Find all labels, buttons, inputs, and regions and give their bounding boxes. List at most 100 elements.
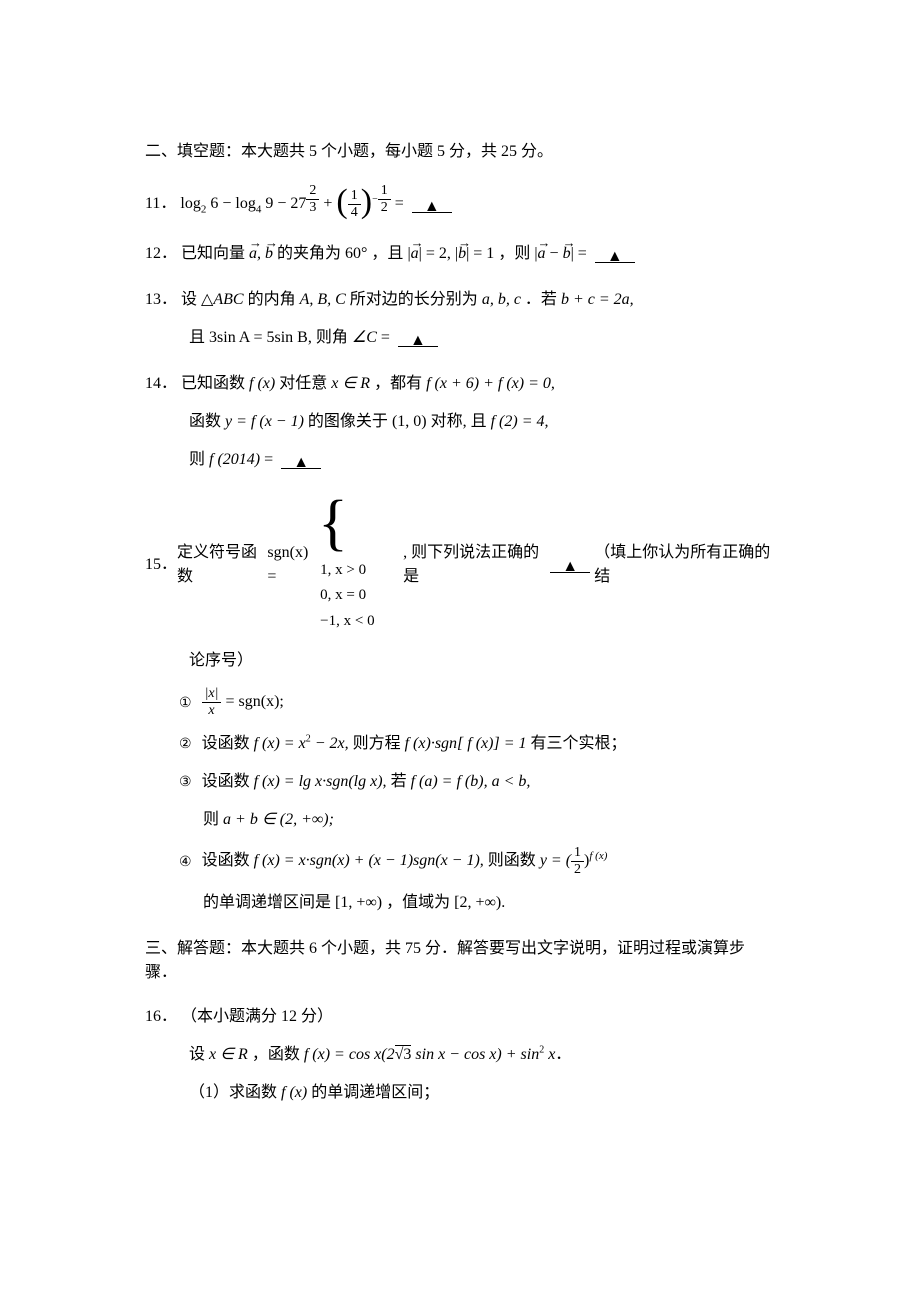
p15-s4-y: y = ( xyxy=(540,853,571,870)
p14-l22: 的图像关于 xyxy=(308,413,392,430)
p16-fx2: sin x − cos x) + sin xyxy=(411,1046,539,1063)
p15-s4-t2: 则函数 xyxy=(488,853,540,870)
p11-blank: ▲ xyxy=(412,196,452,213)
p11-27: 27 xyxy=(290,195,306,212)
p11-quarter: 14 xyxy=(348,189,361,220)
p13-l2p: 且 xyxy=(189,329,209,346)
p14-num: 14． xyxy=(145,375,177,392)
p15-s3-l21: 则 xyxy=(203,811,223,828)
p15-r1: 1, x > 0 xyxy=(320,559,374,582)
p16-num: 16． xyxy=(145,1008,177,1025)
p13-t2: 的内角 xyxy=(248,291,300,308)
problem-16: 16． （本小题满分 12 分） 设 x ∈ R ，函数 f (x) = cos… xyxy=(145,1005,775,1105)
p11-m2: − xyxy=(277,195,290,212)
p12-then: ，则 xyxy=(498,245,534,262)
p11-two-thirds: 23 xyxy=(306,184,319,215)
p15-s3-t1: 设函数 xyxy=(202,773,254,790)
p15-s4-hn: 1 xyxy=(571,846,584,862)
p15-s4-l21: 的单调递增区间是 xyxy=(203,894,335,911)
p15-s4-int: [1, +∞) xyxy=(335,894,382,911)
p12-num: 12． xyxy=(145,245,177,262)
p15-r3: −1, x < 0 xyxy=(320,610,374,633)
p15-t2: , 则下列说法正确的是 xyxy=(403,541,546,589)
p16-fx: f (x) = cos x(2 xyxy=(304,1046,395,1063)
p15-s1-frac: |x| x xyxy=(202,687,222,718)
p13-t1: 设 xyxy=(181,291,201,308)
section-3-text: 三、解答题：本大题共 6 个小题，共 75 分．解答要写出文字说明，证明过程或演… xyxy=(145,940,745,981)
p12-vec-b: →b xyxy=(265,242,273,266)
p14-yfx1: y = f (x − 1) xyxy=(225,413,304,430)
brace-icon: { xyxy=(318,492,348,554)
p13-blank: ▲ xyxy=(398,330,438,347)
p15-s3-c: ③ xyxy=(179,771,192,792)
p11-tt-d: 3 xyxy=(306,200,319,215)
p12-e2: = 2, xyxy=(426,245,455,262)
p11-9: 9 xyxy=(261,195,273,212)
p15-s1-eq: = sgn(x); xyxy=(225,694,283,711)
p11-nh-d: 2 xyxy=(378,200,391,215)
p16-l21: （1）求函数 xyxy=(189,1084,281,1101)
p14-l23: 对称, 且 xyxy=(431,413,491,430)
p12-e1: = 1 xyxy=(473,245,494,262)
p11-tt-n: 2 xyxy=(306,184,319,200)
p16-fxs: f (x) xyxy=(281,1084,307,1101)
arrow-icon: → xyxy=(411,233,419,253)
section-3-header: 三、解答题：本大题共 6 个小题，共 75 分．解答要写出文字说明，证明过程或演… xyxy=(145,937,775,985)
p13-angC: ∠C xyxy=(352,329,377,346)
p15-s4-l22: ，值域为 xyxy=(386,894,454,911)
p15-s1-c: ① xyxy=(179,692,192,713)
p15-s2-m2x: − 2x, xyxy=(311,735,349,752)
p11-log1: log xyxy=(180,195,200,212)
p11-q-d: 4 xyxy=(348,205,361,220)
p13-eq2: 3sin A = 5sin B, xyxy=(209,329,312,346)
p15-s4-exp: f (x) xyxy=(589,850,607,862)
p15-t1: 定义符号函数 xyxy=(177,541,267,589)
p16-l22: 的单调递增区间； xyxy=(311,1084,439,1101)
arrow-icon: → xyxy=(249,233,257,253)
p13-num: 13． xyxy=(145,291,177,308)
p15-t3b: 论序号） xyxy=(189,652,253,669)
p14-eq: = xyxy=(264,451,273,468)
p12-eq: = xyxy=(578,245,587,262)
p15-s2-fx: f (x) = x xyxy=(254,735,306,752)
p12-vec-a: →a xyxy=(249,242,257,266)
p12-vec-b2: →b xyxy=(458,242,466,266)
p13-ABC: ABC xyxy=(213,291,243,308)
p16-l12: ，函数 xyxy=(252,1046,304,1063)
p15-r2: 0, x = 0 xyxy=(320,584,374,607)
p16-xR: x ∈ R xyxy=(209,1046,248,1063)
p11-m1: − xyxy=(222,195,235,212)
p14-p10: (1, 0) xyxy=(392,413,427,430)
p16-fx3: x xyxy=(544,1046,555,1063)
p15-s4-c: ④ xyxy=(179,851,192,872)
p12-vec-b3: →b xyxy=(563,242,571,266)
p14-eq1: f (x + 6) + f (x) = 0, xyxy=(426,375,555,392)
p11-plus: + xyxy=(323,195,336,212)
p15-s4-half: 12 xyxy=(571,846,584,877)
p16-title: （本小题满分 12 分） xyxy=(181,1008,333,1025)
p15-s2-t3: 有三个实根； xyxy=(531,735,627,752)
p12-pre: 已知向量 xyxy=(181,245,249,262)
problem-13: 13． 设 △ABC 的内角 A, B, C 所对边的长分别为 a, b, c … xyxy=(145,288,775,350)
p15-s3-fab: f (a) = f (b), a < b, xyxy=(411,773,531,790)
p14-t1: 已知函数 xyxy=(181,375,249,392)
p14-f2014: f (2014) xyxy=(209,451,260,468)
p15-s4-t1: 设函数 xyxy=(202,853,254,870)
p15-s1d: x xyxy=(202,703,222,718)
arrow-icon: → xyxy=(265,233,273,253)
p14-t3: ，都有 xyxy=(374,375,426,392)
p16-sqrt3: √3 xyxy=(395,1045,412,1063)
p14-fx: f (x) xyxy=(249,375,275,392)
p12-vec-a3: →a xyxy=(538,242,546,266)
p14-blank: ▲ xyxy=(281,452,321,469)
problem-14: 14． 已知函数 f (x) 对任意 x ∈ R ，都有 f (x + 6) +… xyxy=(145,372,775,472)
p15-s4-rng: [2, +∞). xyxy=(454,894,505,911)
p15-s3-ab: a + b ∈ (2, +∞); xyxy=(223,811,334,828)
p12-vec-a2: →a xyxy=(411,242,419,266)
p13-eq: = xyxy=(381,329,390,346)
p13-t4: ．若 xyxy=(525,291,561,308)
p16-l11: 设 xyxy=(189,1046,209,1063)
p15-s2-eq: f (x)·sgn[ f (x)] = 1 xyxy=(405,735,527,752)
p15-s4-fx: f (x) = x·sgn(x) + (x − 1)sgn(x − 1), xyxy=(254,853,484,870)
p15-s4-hd: 2 xyxy=(571,862,584,877)
